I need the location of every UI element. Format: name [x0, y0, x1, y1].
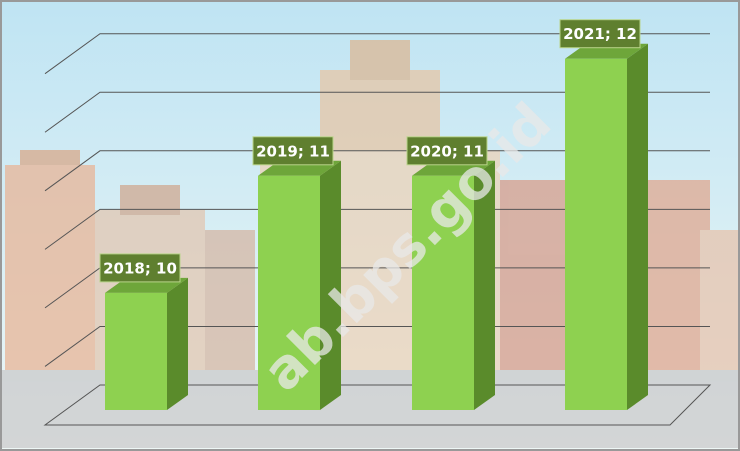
bar: [565, 43, 648, 410]
grid-line: [44, 33, 710, 75]
bar-front: [258, 175, 320, 410]
grid-line: [44, 91, 710, 133]
bar-side: [320, 160, 341, 410]
bar-front: [565, 58, 627, 410]
label-box: [99, 253, 181, 283]
data-label: 2018; 10: [103, 259, 177, 277]
data-label: 2021; 12: [563, 25, 637, 43]
data-label: 2020; 11: [410, 142, 484, 160]
bar-front: [105, 292, 167, 410]
bar-side: [474, 160, 495, 410]
bar-front: [412, 175, 474, 410]
data-label: 2019; 11: [256, 142, 330, 160]
bar-side: [627, 43, 648, 410]
label-box: [559, 19, 641, 49]
floor: [43, 384, 712, 426]
bar: [105, 277, 188, 410]
bar: [258, 160, 341, 410]
label-box: [252, 136, 334, 166]
grid-line: [44, 150, 710, 192]
bar-side: [167, 277, 188, 410]
grid-line: [44, 325, 710, 367]
grid-line: [44, 208, 710, 250]
label-box: [406, 136, 488, 166]
